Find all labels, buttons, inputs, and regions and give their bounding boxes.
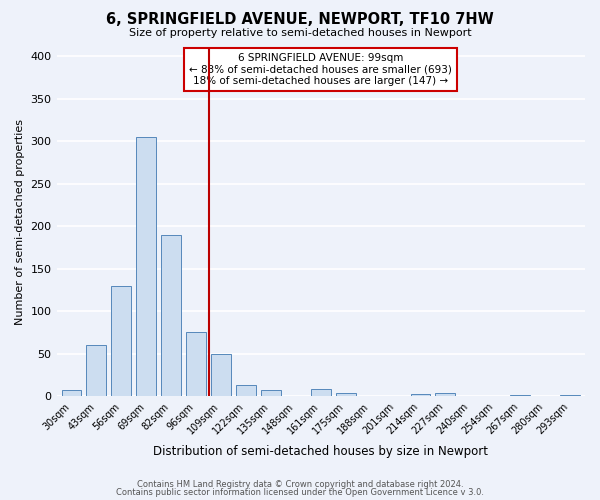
Bar (186, 332, 206, 396)
Bar (112, 286, 131, 397)
Text: 6 SPRINGFIELD AVENUE: 99sqm
← 83% of semi-detached houses are smaller (693)
18% : 6 SPRINGFIELD AVENUE: 99sqm ← 83% of sem… (190, 52, 452, 86)
Text: 6, SPRINGFIELD AVENUE, NEWPORT, TF10 7HW: 6, SPRINGFIELD AVENUE, NEWPORT, TF10 7HW (106, 12, 494, 28)
Y-axis label: Number of semi-detached properties: Number of semi-detached properties (15, 119, 25, 325)
Bar (311, 390, 331, 396)
Text: Contains public sector information licensed under the Open Government Licence v : Contains public sector information licen… (116, 488, 484, 497)
Text: Contains HM Land Registry data © Crown copyright and database right 2024.: Contains HM Land Registry data © Crown c… (137, 480, 463, 489)
Bar (560, 394, 580, 396)
Bar (410, 394, 430, 396)
Text: Size of property relative to semi-detached houses in Newport: Size of property relative to semi-detach… (128, 28, 472, 38)
Bar (261, 390, 281, 396)
Bar (62, 390, 82, 396)
Bar (136, 137, 156, 396)
X-axis label: Distribution of semi-detached houses by size in Newport: Distribution of semi-detached houses by … (153, 444, 488, 458)
Bar (336, 393, 356, 396)
Bar (510, 394, 530, 396)
Bar (236, 385, 256, 396)
Bar (211, 354, 231, 397)
Bar (436, 393, 455, 396)
Bar (86, 346, 106, 397)
Bar (161, 234, 181, 396)
